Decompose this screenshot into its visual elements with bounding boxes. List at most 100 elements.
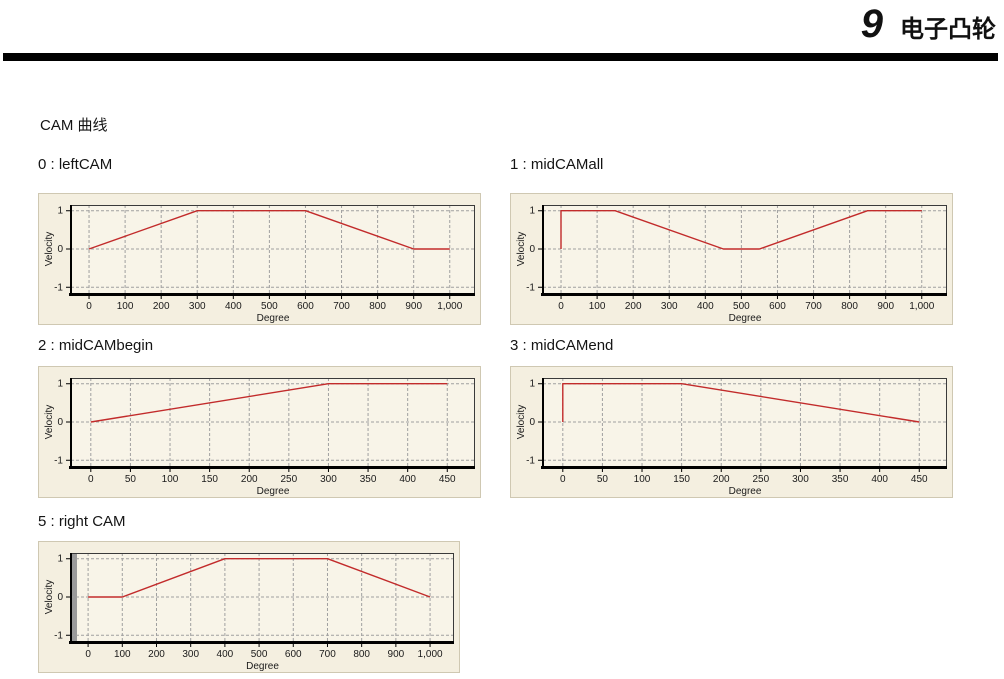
- svg-text:0: 0: [86, 301, 92, 312]
- svg-text:700: 700: [805, 301, 822, 312]
- svg-text:800: 800: [369, 301, 386, 312]
- svg-text:600: 600: [297, 301, 314, 312]
- svg-text:300: 300: [320, 474, 337, 485]
- svg-text:100: 100: [634, 474, 651, 485]
- svg-text:0: 0: [529, 417, 535, 428]
- velocity-curve: [90, 383, 448, 423]
- svg-text:700: 700: [333, 301, 350, 312]
- tick-marks: [66, 558, 431, 647]
- tick-marks: [538, 210, 923, 299]
- chapter-number: 9: [860, 2, 883, 46]
- svg-text:0: 0: [88, 474, 94, 485]
- chart-title-rightcam: 5 : right CAM: [38, 513, 126, 530]
- svg-text:200: 200: [153, 301, 170, 312]
- cam-chart-panel-midcamend: 0 50 100 150 200 250 300 350 400 450 1 0 -1 Degree Vel…: [510, 366, 953, 498]
- svg-text:-1: -1: [54, 455, 63, 466]
- svg-text:500: 500: [251, 649, 268, 660]
- y-axis-label: Velocity: [44, 580, 55, 614]
- svg-text:250: 250: [752, 474, 769, 485]
- svg-text:0: 0: [558, 301, 564, 312]
- cam-chart-panel-midcambegin: 0 50 100 150 200 250 300 350 400 450 1 0 -1 Degree Vel…: [38, 366, 481, 498]
- svg-text:150: 150: [673, 474, 690, 485]
- svg-text:50: 50: [597, 474, 609, 485]
- svg-text:400: 400: [217, 649, 234, 660]
- svg-text:1,000: 1,000: [909, 301, 934, 312]
- y-axis-label: Velocity: [44, 232, 55, 266]
- axes: [541, 378, 947, 469]
- chart-title-midcambegin: 2 : midCAMbegin: [38, 337, 154, 354]
- svg-text:0: 0: [529, 244, 535, 255]
- y-axis-label: Velocity: [516, 232, 527, 266]
- svg-text:300: 300: [189, 301, 206, 312]
- svg-text:900: 900: [405, 301, 422, 312]
- chapter-title: 电子凸轮: [900, 16, 996, 43]
- svg-text:0: 0: [57, 417, 63, 428]
- axes: [69, 205, 475, 296]
- tick-labels: 0 100 200 300 400 500 600 700 800 900 1,000 1 0 -1: [526, 206, 935, 312]
- svg-text:500: 500: [733, 301, 750, 312]
- cam-curve-chart: 0 50 100 150 200 250 300 350 400 450 1 0 -1 Degree Vel…: [516, 378, 947, 497]
- y-axis-label: Velocity: [516, 405, 527, 439]
- cam-chart-panel-midcamall: 0 100 200 300 400 500 600 700 800 900 1,000 1 0 -1 Deg…: [510, 193, 953, 325]
- svg-text:1: 1: [529, 206, 535, 217]
- svg-text:250: 250: [280, 474, 297, 485]
- chapter-header: 9 电子凸轮: [861, 4, 996, 44]
- svg-text:700: 700: [319, 649, 336, 660]
- svg-text:100: 100: [117, 301, 134, 312]
- section-title: CAM 曲线: [40, 117, 108, 134]
- svg-text:200: 200: [625, 301, 642, 312]
- plot-border: [543, 378, 947, 466]
- svg-text:300: 300: [182, 649, 199, 660]
- svg-text:200: 200: [713, 474, 730, 485]
- left-gray-strip: [72, 553, 77, 641]
- velocity-curve: [88, 210, 450, 250]
- svg-text:200: 200: [241, 474, 258, 485]
- svg-text:100: 100: [162, 474, 179, 485]
- tick-marks: [538, 383, 920, 472]
- svg-text:900: 900: [877, 301, 894, 312]
- svg-text:800: 800: [353, 649, 370, 660]
- chart-title-leftcam: 0 : leftCAM: [38, 156, 113, 173]
- svg-text:400: 400: [697, 301, 714, 312]
- axes: [541, 205, 947, 296]
- svg-text:300: 300: [661, 301, 678, 312]
- velocity-curve: [560, 210, 922, 250]
- x-axis-label: Degree: [246, 661, 279, 672]
- cam-chart-panel-leftcam: 0 100 200 300 400 500 600 700 800 900 1,000 1 0 -1 Deg…: [38, 193, 481, 325]
- plot-border: [71, 553, 454, 641]
- svg-text:450: 450: [439, 474, 456, 485]
- cam-curve-chart: 0 50 100 150 200 250 300 350 400 450 1 0 -1 Degree Vel…: [44, 378, 475, 497]
- tick-labels: 0 50 100 150 200 250 300 350 400 450 1 0 -1: [526, 379, 928, 485]
- svg-text:-1: -1: [54, 282, 63, 293]
- svg-text:0: 0: [57, 244, 63, 255]
- x-axis-label: Degree: [257, 313, 290, 324]
- tick-marks: [66, 383, 448, 472]
- svg-text:600: 600: [769, 301, 786, 312]
- header-divider: [3, 53, 998, 61]
- svg-text:-1: -1: [54, 630, 63, 641]
- svg-text:50: 50: [125, 474, 137, 485]
- tick-labels: 0 50 100 150 200 250 300 350 400 450 1 0 -1: [54, 379, 456, 485]
- svg-text:350: 350: [360, 474, 377, 485]
- tick-labels: 0 100 200 300 400 500 600 700 800 900 1,000 1 0 -1: [54, 554, 443, 660]
- plot-border: [71, 378, 475, 466]
- svg-text:0: 0: [57, 592, 63, 603]
- svg-text:400: 400: [399, 474, 416, 485]
- svg-text:-1: -1: [526, 455, 535, 466]
- cam-chart-panel-rightcam: 0 100 200 300 400 500 600 700 800 900 1,000 1 0 -1 Deg…: [38, 541, 460, 673]
- svg-text:1: 1: [529, 379, 535, 390]
- svg-text:1,000: 1,000: [437, 301, 462, 312]
- svg-text:1: 1: [57, 379, 63, 390]
- svg-text:1: 1: [57, 206, 63, 217]
- svg-text:1,000: 1,000: [418, 649, 443, 660]
- svg-text:150: 150: [201, 474, 218, 485]
- svg-text:1: 1: [57, 554, 63, 565]
- svg-text:600: 600: [285, 649, 302, 660]
- plot-border: [543, 205, 947, 293]
- svg-text:100: 100: [114, 649, 131, 660]
- axes: [69, 378, 475, 469]
- cam-curve-chart: 0 100 200 300 400 500 600 700 800 900 1,000 1 0 -1 Deg…: [44, 205, 475, 324]
- tick-labels: 0 100 200 300 400 500 600 700 800 900 1,000 1 0 -1: [54, 206, 463, 312]
- tick-marks: [66, 210, 451, 299]
